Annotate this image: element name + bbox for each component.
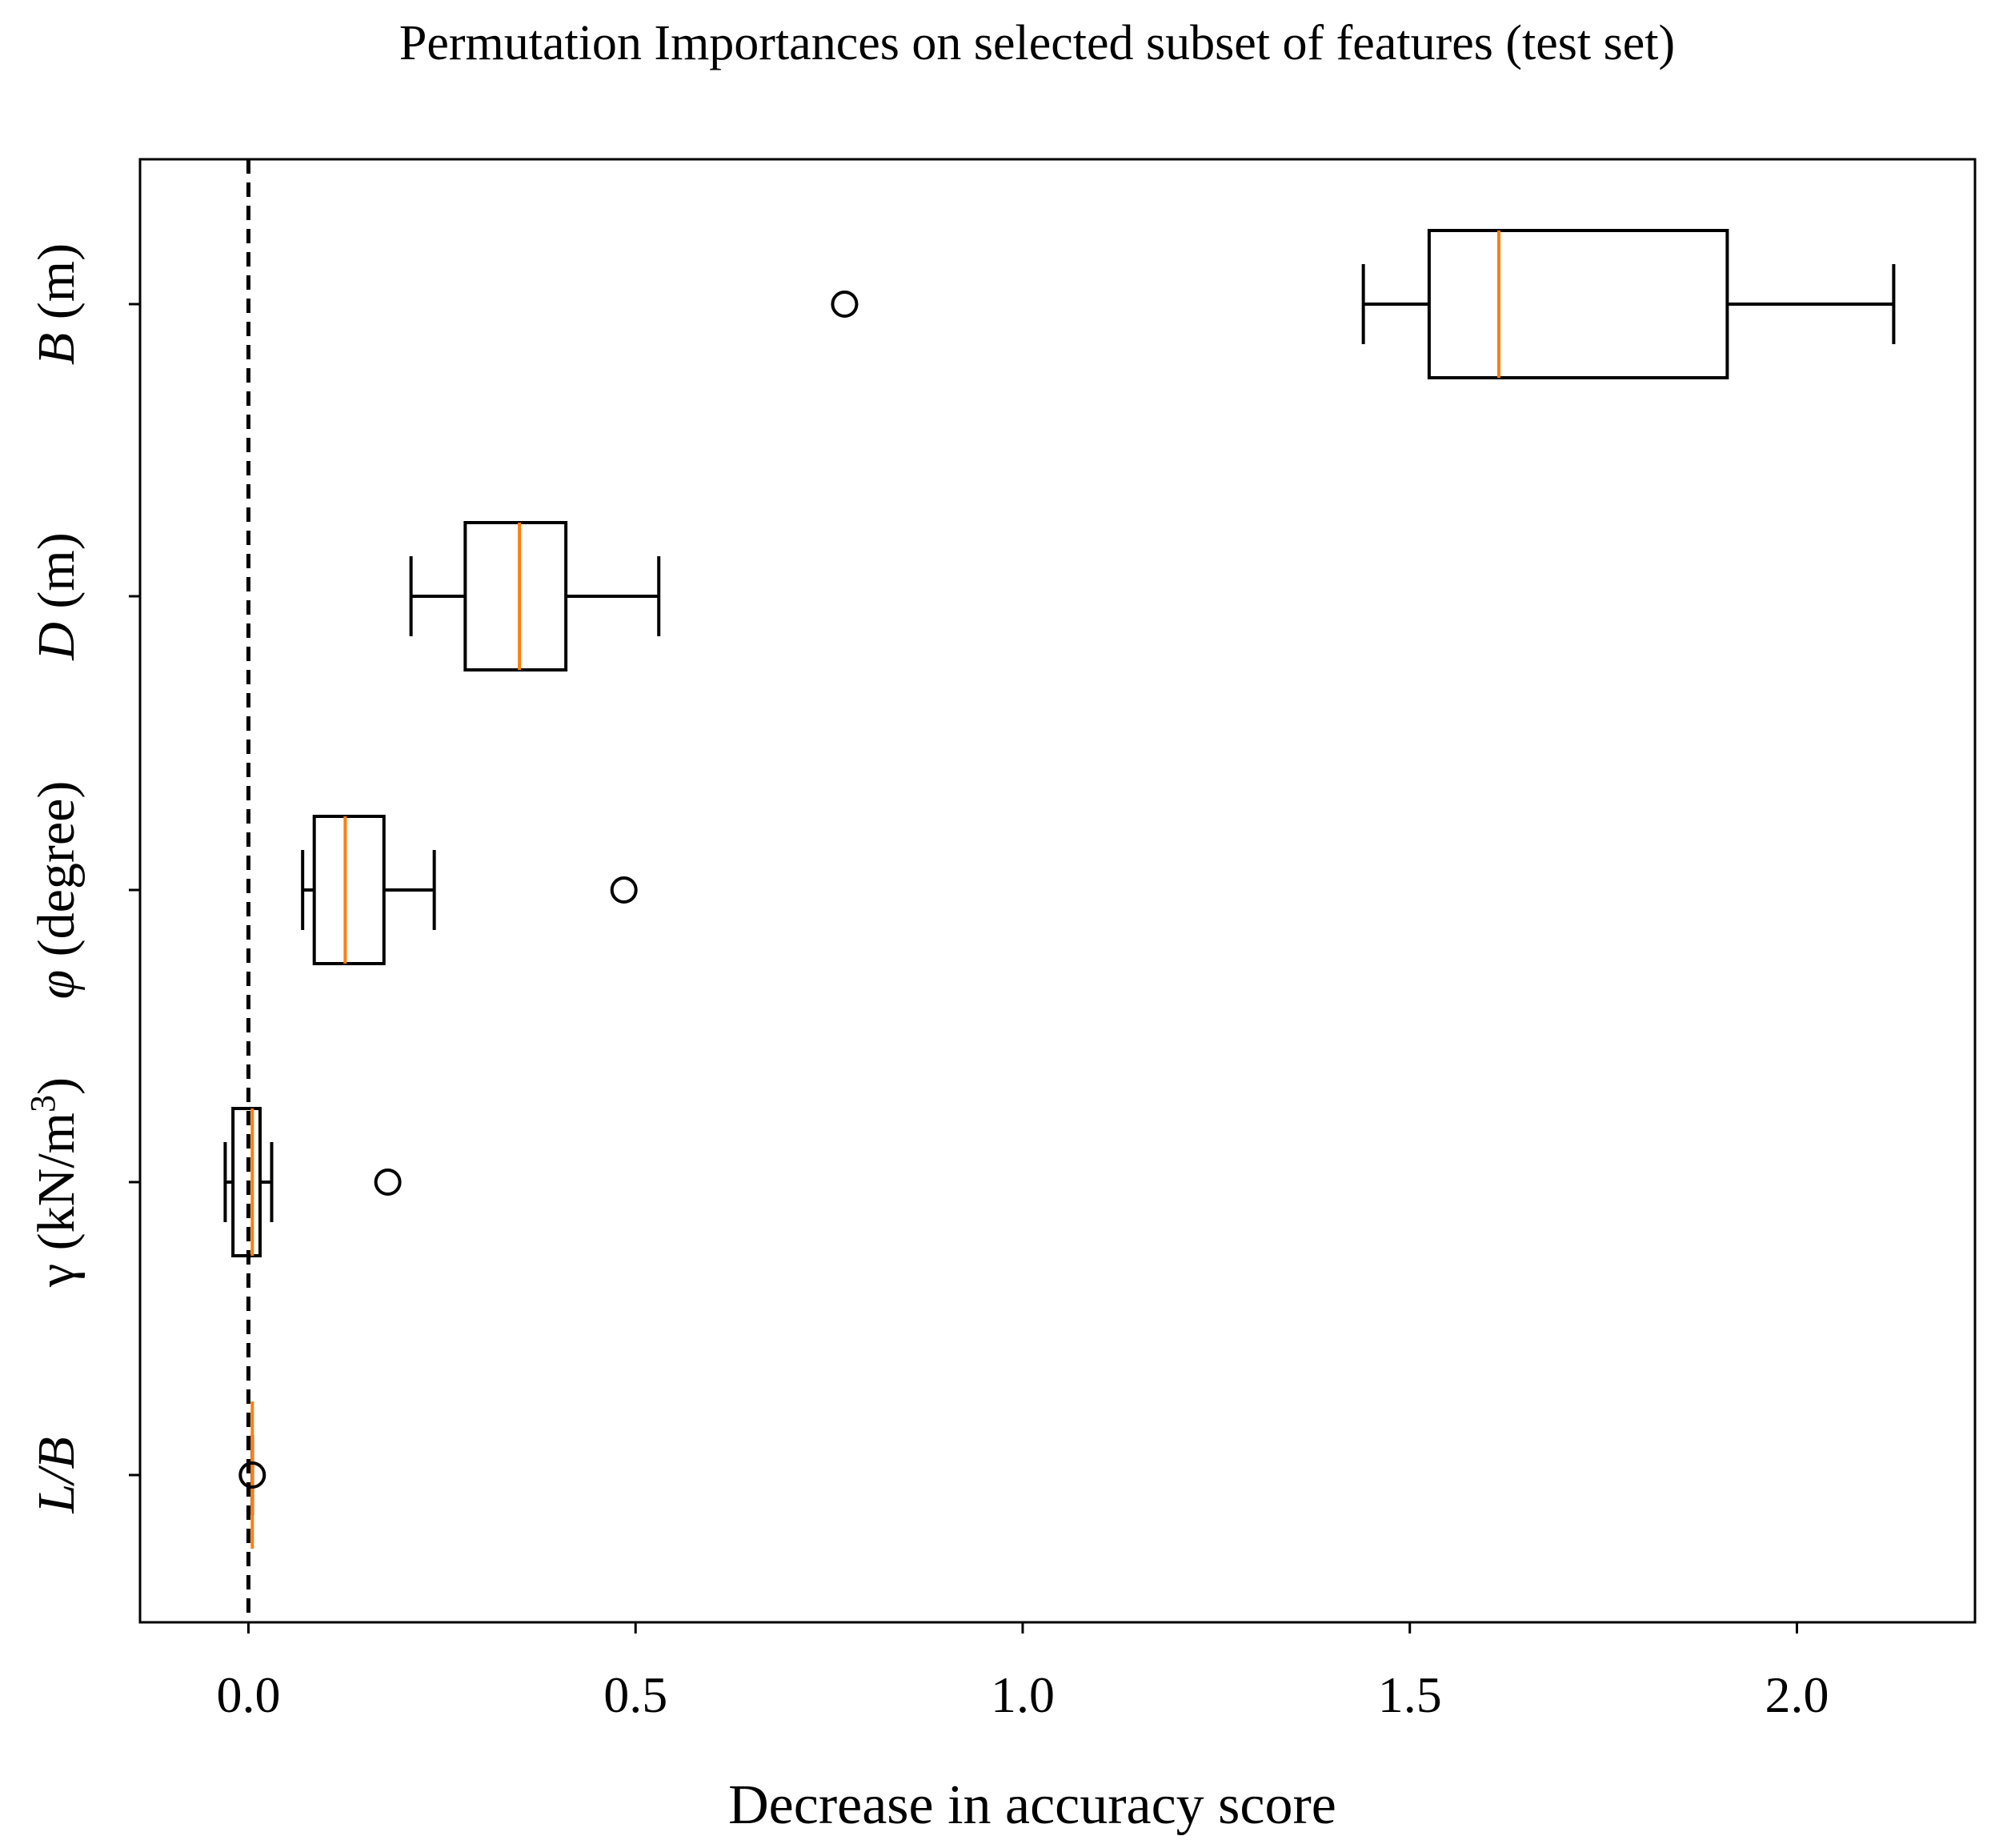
outlier-point	[610, 876, 638, 904]
box-iqr	[312, 815, 386, 965]
box-iqr	[463, 521, 568, 671]
y-tick-label: γ (kN/m3)	[23, 1077, 86, 1288]
x-axis-label: Decrease in accuracy score	[728, 1774, 1336, 1836]
outlier-point	[374, 1169, 402, 1196]
y-tick-label: φ (degree)	[27, 781, 86, 1000]
x-tick-label: 1.0	[991, 1666, 1055, 1723]
x-tick-label: 0.5	[603, 1666, 667, 1723]
box-iqr	[231, 1107, 262, 1257]
chart-title: Permutation Importances on selected subs…	[399, 16, 1675, 70]
x-tick-label: 2.0	[1765, 1666, 1829, 1723]
x-tick-label: 1.5	[1378, 1666, 1442, 1723]
x-tick-label: 0.0	[216, 1666, 280, 1723]
y-tick-label: B (m)	[27, 243, 86, 365]
outlier-point	[238, 1461, 266, 1489]
outlier-point	[831, 291, 859, 318]
y-tick-label: L/B	[27, 1437, 86, 1513]
plot-area: 0.0 0.5 1.0 1.5 2.0 B (m) D (m) φ (degree) γ (kN…	[23, 158, 1977, 1723]
y-tick-label: D (m)	[27, 532, 86, 660]
box-iqr	[1427, 229, 1729, 379]
